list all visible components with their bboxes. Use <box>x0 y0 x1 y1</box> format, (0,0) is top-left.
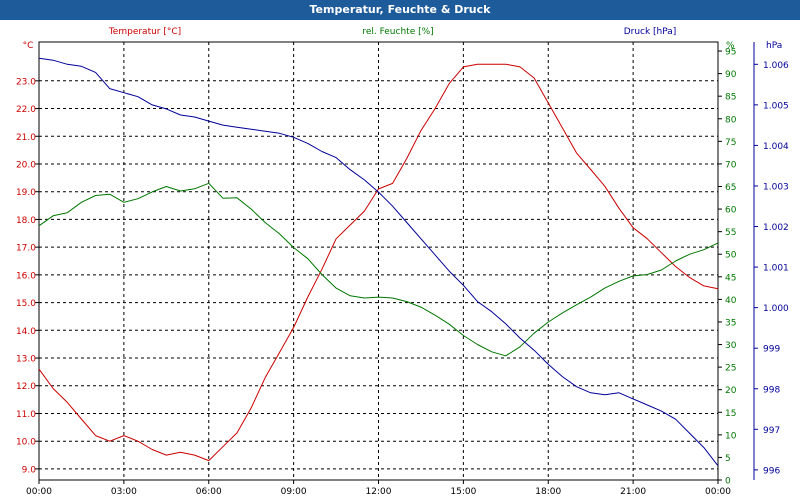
humidity-tick-label: 50 <box>725 251 737 261</box>
chart-area: 9.0 10.0 11.0 12.0 13.0 14.0 15.0 16.0 17.0 18.0 1… <box>16 27 789 497</box>
time-tick-label: 09:00 <box>281 487 307 497</box>
humidity-tick-label: 65 <box>725 183 736 193</box>
pressure-line <box>38 57 719 467</box>
chart-title: Temperatur, Feuchte & Druck <box>0 0 800 20</box>
humidity-tick-label: 75 <box>725 138 736 148</box>
time-tick-label: 21:00 <box>620 487 646 497</box>
temperature-tick-label: 18.0 <box>16 216 36 226</box>
humidity-tick-label: 5 <box>725 454 731 464</box>
time-tick-label: 00:00 <box>705 487 731 497</box>
temperature-tick-label: 22.0 <box>16 105 36 115</box>
humidity-tick-label: 40 <box>725 296 737 306</box>
humidity-tick-label: 10 <box>725 431 737 441</box>
temperature-tick-label: 16.0 <box>16 271 36 281</box>
temperature-tick-label: 10.0 <box>16 438 36 448</box>
humidity-tick-label: 20 <box>725 386 737 396</box>
humidity-tick-label: 15 <box>725 409 736 419</box>
pressure-tick-label: 1.000 <box>763 304 789 314</box>
time-tick-label: 00:00 <box>26 487 52 497</box>
pressure-tick-label: 1.006 <box>763 61 789 71</box>
humidity-tick-label: 45 <box>725 273 736 283</box>
humidity-tick-label: 70 <box>725 160 737 170</box>
humidity-axis-label: rel. Feuchte [%] <box>362 27 433 37</box>
humidity-tick-label: 90 <box>725 70 737 80</box>
temperature-tick-label: 20.0 <box>16 160 36 170</box>
temperature-tick-label: 12.0 <box>16 382 36 392</box>
temperature-tick-label: 9.0 <box>22 465 37 475</box>
pressure-tick-label: 997 <box>763 426 780 436</box>
humidity-tick-label: 60 <box>725 206 737 216</box>
time-tick-label: 06:00 <box>196 487 222 497</box>
temperature-tick-label: 15.0 <box>16 299 36 309</box>
time-tick-label: 15:00 <box>450 487 476 497</box>
time-tick-label: 03:00 <box>111 487 137 497</box>
pressure-tick-label: 1.005 <box>763 101 789 111</box>
time-axis: 00:0021.09.1903:0021.09.1906:0021.09.190… <box>26 480 731 497</box>
humidity-tick-label: 0 <box>725 477 731 487</box>
humidity-tick-label: 80 <box>725 115 737 125</box>
temperature-tick-label: 11.0 <box>16 410 36 420</box>
humidity-unit: % <box>726 41 735 51</box>
pressure-tick-label: 1.004 <box>763 142 789 152</box>
humidity-tick-label: 35 <box>725 318 736 328</box>
humidity-tick-label: 85 <box>725 93 736 103</box>
temperature-tick-label: 17.0 <box>16 244 36 254</box>
humidity-tick-label: 30 <box>725 341 737 351</box>
pressure-tick-label: 1.002 <box>763 223 789 233</box>
temperature-tick-label: 23.0 <box>16 77 36 87</box>
temperature-tick-label: 14.0 <box>16 327 36 337</box>
temperature-unit: °C <box>23 41 34 51</box>
humidity-tick-label: 55 <box>725 228 736 238</box>
temperature-tick-label: 21.0 <box>16 133 36 143</box>
humidity-axis: 0 5 10 15 20 25 30 35 40 45 50 55 60 65 70 75 80 85 90 95 <box>718 48 737 487</box>
time-tick-label: 18:00 <box>535 487 561 497</box>
series-group <box>38 57 719 467</box>
pressure-tick-label: 999 <box>763 345 780 355</box>
temperature-axis-label: Temperatur [°C] <box>108 27 181 37</box>
pressure-tick-label: 996 <box>763 466 780 476</box>
pressure-tick-label: 1.001 <box>763 264 789 274</box>
pressure-tick-label: 1.003 <box>763 182 789 192</box>
pressure-axis: 996 997 998 999 1.000 1.001 1.002 1.003 1.004 1.0… <box>754 61 789 476</box>
humidity-tick-label: 25 <box>725 364 736 374</box>
temperature-axis: 9.0 10.0 11.0 12.0 13.0 14.0 15.0 16.0 17.0 18.0 1… <box>16 77 39 475</box>
temperature-line <box>38 63 719 462</box>
humidity-line <box>38 182 719 357</box>
pressure-axis-label: Druck [hPa] <box>624 27 677 37</box>
pressure-unit: hPa <box>766 41 782 51</box>
temperature-tick-label: 13.0 <box>16 355 36 365</box>
pressure-tick-label: 998 <box>763 385 780 395</box>
humidity-tick-label: 95 <box>725 48 736 58</box>
time-tick-label: 12:00 <box>366 487 392 497</box>
temperature-tick-label: 19.0 <box>16 188 36 198</box>
grid-lines <box>39 42 718 480</box>
